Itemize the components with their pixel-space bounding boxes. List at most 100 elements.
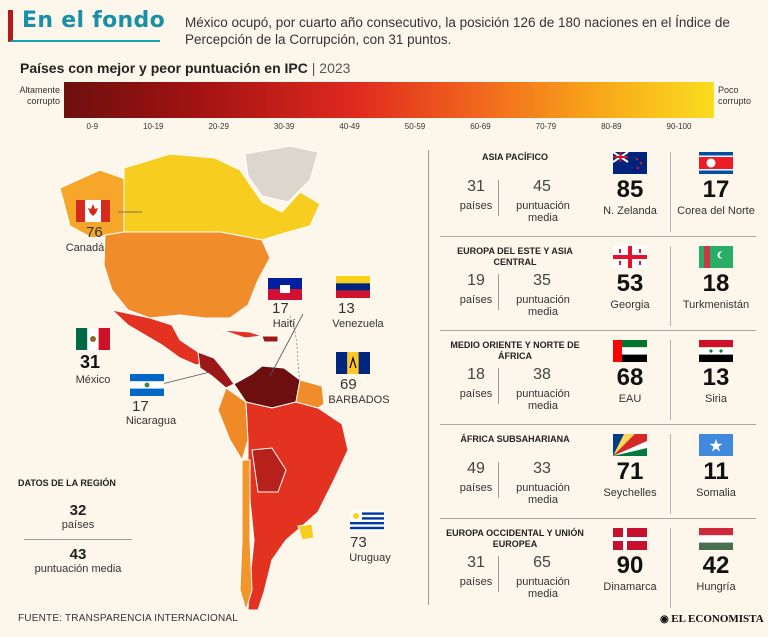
best-score: 71 <box>616 458 644 485</box>
region-count: 18 <box>467 366 485 383</box>
region-avg: 33 <box>533 460 551 477</box>
worst-country: Turkmenistán <box>682 299 750 311</box>
turkmenistan-flag-icon <box>699 246 733 268</box>
scale-tick: 40-49 <box>339 122 360 131</box>
central-america-shape <box>197 351 235 389</box>
region-count-label: países <box>459 482 493 494</box>
worst-score: 42 <box>702 552 730 579</box>
header-description: México ocupó, por cuarto año consecutivo… <box>185 15 730 47</box>
region-avg-value: 43 <box>69 546 87 563</box>
region-row-africa-subsahariana: ÁFRICA SUBSAHARIANA 49 países 33 puntuac… <box>440 430 756 518</box>
color-scale-bar <box>64 82 714 118</box>
worst-score: 17 <box>702 176 730 203</box>
scale-right-label: Poco corrupto <box>718 85 752 106</box>
scale-tick: 10-19 <box>143 122 164 131</box>
best-score: 53 <box>616 270 644 297</box>
uruguay-shape <box>297 523 315 541</box>
region-name: ÁFRICA SUBSAHARIANA <box>460 434 570 444</box>
scale-tick: 90-100 <box>666 122 692 131</box>
north-korea-flag-icon <box>699 152 733 174</box>
venezuela-leader <box>269 313 304 377</box>
best-country: EAU <box>618 393 642 405</box>
worst-score: 13 <box>702 364 730 391</box>
scale-tick: 20-29 <box>208 122 229 131</box>
usa-shape <box>103 231 271 319</box>
haiti-flag-icon <box>268 278 302 300</box>
region-stat-divider <box>498 180 499 216</box>
region-avg-label: puntuación media <box>516 388 570 412</box>
americas-map-svg <box>59 145 349 612</box>
nicaragua-score: 17 <box>132 398 149 415</box>
canada-label: Canadá <box>65 242 105 254</box>
bolivia-shape <box>251 447 287 493</box>
uruguay-flag-icon <box>350 510 384 532</box>
region-stats: DATOS DE LA REGIÓN 32 países 43 puntuaci… <box>18 478 138 575</box>
hispaniola-shape <box>261 335 279 343</box>
region-stats-title: DATOS DE LA REGIÓN <box>18 478 116 488</box>
region-avg: 35 <box>533 272 551 289</box>
region-name: EUROPA OCCIDENTAL Y UNIÓN EUROPEA <box>446 528 584 549</box>
cuba-shape <box>221 329 263 339</box>
brand-logo: ◉ EL ECONOMISTA <box>660 613 764 625</box>
region-avg-label: puntuación media <box>516 482 570 506</box>
best-worst-divider <box>670 340 671 420</box>
region-row-europa-occidental: EUROPA OCCIDENTAL Y UNIÓN EUROPEA 31 paí… <box>440 524 756 612</box>
barbados-flag-icon <box>336 352 370 374</box>
region-stat-divider <box>498 556 499 592</box>
region-countries-label: países <box>61 519 95 531</box>
best-score: 85 <box>616 176 644 203</box>
region-avg-label: puntuación media <box>516 576 570 600</box>
mexico-flag-icon <box>76 328 110 350</box>
hungary-flag-icon <box>699 528 733 550</box>
nicaragua-label: Nicaragua <box>125 415 177 427</box>
canada-flag-icon <box>76 200 110 222</box>
best-score: 68 <box>616 364 644 391</box>
americas-map: 76 Canadá 17 Haití 13 Venezuela 31 Méxic… <box>0 140 425 620</box>
region-row-europa-del-este: EUROPA DEL ESTE Y ASIA CENTRAL 19 países… <box>440 242 756 330</box>
region-count-label: países <box>459 294 493 306</box>
header-accent <box>8 10 160 42</box>
region-name: EUROPA DEL ESTE Y ASIA CENTRAL <box>457 246 573 267</box>
venezuela-score: 13 <box>338 300 355 317</box>
row-separator <box>440 236 756 237</box>
best-worst-divider <box>670 528 671 608</box>
south-america-shape <box>245 401 349 611</box>
haiti-label: Haití <box>272 318 296 330</box>
region-count: 31 <box>467 554 485 571</box>
page-title: En el fondo <box>22 8 165 33</box>
nicaragua-leader <box>161 371 211 385</box>
scale-tick: 80-89 <box>601 122 622 131</box>
region-avg: 65 <box>533 554 551 571</box>
venezuela-label: Venezuela <box>332 318 384 330</box>
region-row-asia-pacifico: ASIA PACÍFICO 31 países 45 puntuación me… <box>440 148 756 236</box>
worst-score: 18 <box>702 270 730 297</box>
brand-name: EL ECONOMISTA <box>671 613 764 625</box>
scale-tick: 50-59 <box>404 122 426 131</box>
scale-left-label: Altamente corrupto <box>19 85 60 106</box>
panel-divider <box>428 150 429 605</box>
region-avg-label: puntuación media <box>34 563 122 575</box>
region-count-label: países <box>459 200 493 212</box>
ipc-year: 2023 <box>319 60 351 76</box>
syria-flag-icon <box>699 340 733 362</box>
brand-mark: ◉ <box>660 614 672 625</box>
scale-ticks: 0-9 10-19 20-29 30-39 40-49 50-59 60-69 … <box>64 122 714 136</box>
guianas-shape <box>295 379 325 409</box>
barbados-score: 69 <box>340 376 357 393</box>
ipc-title: Países con mejor y peor puntuación en IP… <box>20 60 351 76</box>
worst-country: Siria <box>704 393 727 405</box>
canada-score: 76 <box>86 224 103 241</box>
scale-tick: 60-69 <box>470 122 491 131</box>
nicaragua-flag-icon <box>130 374 164 396</box>
region-countries-value: 32 <box>69 502 87 519</box>
best-worst-divider <box>670 152 671 232</box>
row-separator <box>440 518 756 519</box>
somalia-flag-icon <box>699 434 733 456</box>
region-count: 19 <box>467 272 485 289</box>
uae-flag-icon <box>613 340 647 362</box>
region-avg-label: puntuación media <box>516 200 570 224</box>
worst-country: Corea del Norte <box>677 205 755 217</box>
best-country: Seychelles <box>603 487 657 499</box>
region-avg: 38 <box>533 366 551 383</box>
region-avg-label: puntuación media <box>516 294 570 318</box>
